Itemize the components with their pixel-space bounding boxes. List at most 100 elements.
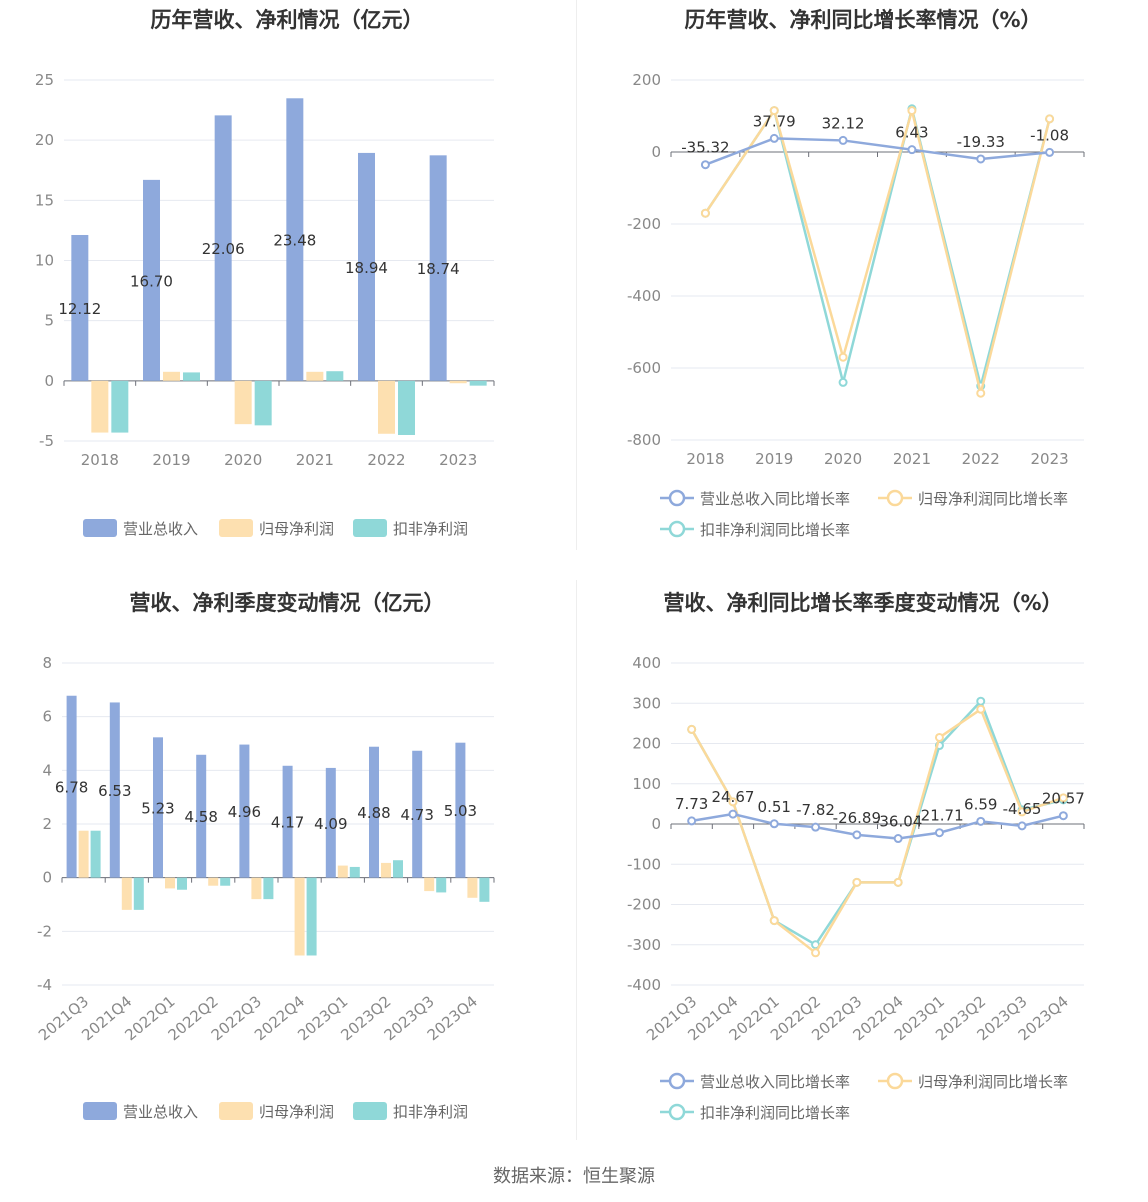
data-label: -4.65 [1003, 800, 1042, 818]
legend-marker [668, 520, 686, 538]
annual-revenue-profit-panel: 历年营收、净利情况（亿元） -5 0 5 10 15 20 25 2018 2019 2020 20… [0, 0, 574, 560]
y-tick-label: 100 [632, 775, 661, 793]
y-tick-label: 25 [35, 71, 54, 89]
x-tick-label: 2022 [962, 450, 1000, 468]
data-source-footer: 数据来源：恒生聚源 [493, 1166, 655, 1187]
legend-item: 扣非净利润同比增长率 [660, 520, 850, 539]
bar-net-profit [78, 830, 89, 878]
legend-label: 扣非净利润同比增长率 [700, 521, 850, 539]
vertical-divider-top [576, 0, 577, 550]
legend-label: 扣非净利润 [393, 520, 468, 538]
bar-deducted-profit [254, 380, 272, 426]
bar-revenue [325, 767, 336, 878]
data-label: 0.51 [758, 798, 791, 816]
data-label: 16.70 [130, 272, 173, 290]
data-point [838, 135, 848, 145]
bar-deducted-profit [479, 877, 490, 902]
x-tick-label: 2019 [755, 450, 793, 468]
legend-marker [668, 1103, 686, 1121]
series-line [690, 707, 1064, 955]
legend-item: 营业总收入 [83, 519, 198, 538]
bar-revenue [239, 744, 250, 878]
y-tick-label: -400 [627, 287, 661, 305]
y-tick-label: 20 [35, 131, 54, 149]
data-point [976, 704, 986, 714]
data-label: 4.09 [314, 815, 347, 833]
y-tick-label: 0 [42, 869, 52, 887]
series-line [691, 812, 1064, 840]
data-label: 4.88 [357, 804, 390, 822]
chart-title: 营收、净利季度变动情况（亿元） [129, 591, 445, 615]
legend-label: 营业总收入同比增长率 [700, 1073, 850, 1091]
bar-deducted-profit [90, 830, 101, 878]
bar-net-profit [121, 877, 132, 910]
y-tick-label: -100 [627, 855, 661, 873]
bar-net-profit [449, 380, 467, 384]
data-label: 5.03 [444, 802, 477, 820]
data-label: 5.23 [141, 799, 174, 817]
y-tick-label: 4 [42, 761, 52, 779]
chart-title: 历年营收、净利情况（亿元） [150, 8, 424, 32]
x-tick-label: 2020 [824, 450, 862, 468]
y-tick-label: 200 [632, 735, 661, 753]
x-tick-label: 2021 [893, 450, 931, 468]
x-tick-label: 2018 [81, 451, 119, 469]
bar-net-profit [234, 380, 252, 425]
data-point [700, 160, 710, 170]
data-point [852, 830, 862, 840]
legend-swatch [219, 1102, 253, 1120]
y-tick-label: 15 [35, 191, 54, 209]
bar-revenue [369, 746, 379, 878]
y-tick-label: -2 [37, 922, 52, 940]
bar-deducted-profit [398, 380, 415, 435]
bar-deducted-profit [469, 380, 487, 386]
data-label: 24.67 [711, 788, 754, 806]
data-point [934, 732, 944, 742]
data-point [893, 834, 903, 844]
bar-revenue [286, 98, 304, 381]
x-tick-label: 2021 [296, 451, 334, 469]
y-tick-label: 400 [632, 654, 661, 672]
chart-title: 历年营收、净利同比增长率情况（%） [684, 8, 1042, 32]
bar-revenue [455, 742, 466, 878]
y-tick-label: 8 [42, 654, 52, 672]
quarterly-growth-line-chart: -400-300-200-10001002003004002021Q32021Q… [627, 654, 1085, 1122]
data-point [700, 208, 710, 218]
bar-revenue [358, 152, 375, 381]
bar-net-profit [251, 877, 262, 900]
legend-swatch [353, 519, 387, 537]
bar-revenue [196, 754, 207, 878]
legend-marker [668, 1072, 686, 1090]
legend-label: 归母净利润同比增长率 [918, 1073, 1068, 1091]
data-label: -19.33 [957, 133, 1005, 151]
legend-item: 归母净利润 [219, 519, 334, 538]
data-point [907, 145, 917, 155]
bar-net-profit [467, 877, 478, 898]
legend-item: 归母净利润同比增长率 [878, 1072, 1068, 1091]
legend-swatch [353, 1102, 387, 1120]
data-point [976, 696, 986, 706]
bar-net-profit [208, 877, 219, 886]
legend-label: 归母净利润同比增长率 [918, 490, 1068, 508]
legend-item: 归母净利润同比增长率 [878, 489, 1068, 508]
chart-title: 营收、净利同比增长率季度变动情况（%） [663, 591, 1063, 615]
bar-revenue [214, 115, 232, 381]
bar-deducted-profit [349, 866, 360, 878]
data-point [907, 106, 917, 116]
data-label: 18.74 [417, 260, 460, 278]
x-tick-label: 2019 [152, 451, 190, 469]
data-point [769, 133, 779, 143]
data-label: -1.08 [1030, 126, 1069, 144]
data-point [976, 388, 986, 398]
legend-label: 归母净利润 [259, 1103, 334, 1121]
data-point [838, 352, 848, 362]
annual-bar-chart: -5 0 5 10 15 20 25 2018 2019 2020 2021 2022 2023 12.1… [35, 71, 495, 538]
bar-deducted-profit [183, 372, 200, 381]
bar-revenue [143, 179, 160, 381]
data-label: 22.06 [202, 240, 245, 258]
y-tick-label: -800 [627, 431, 661, 449]
legend-item: 归母净利润 [219, 1102, 334, 1121]
legend-marker [886, 1072, 904, 1090]
legend-label: 营业总收入 [123, 520, 198, 538]
bar-revenue [412, 750, 423, 878]
